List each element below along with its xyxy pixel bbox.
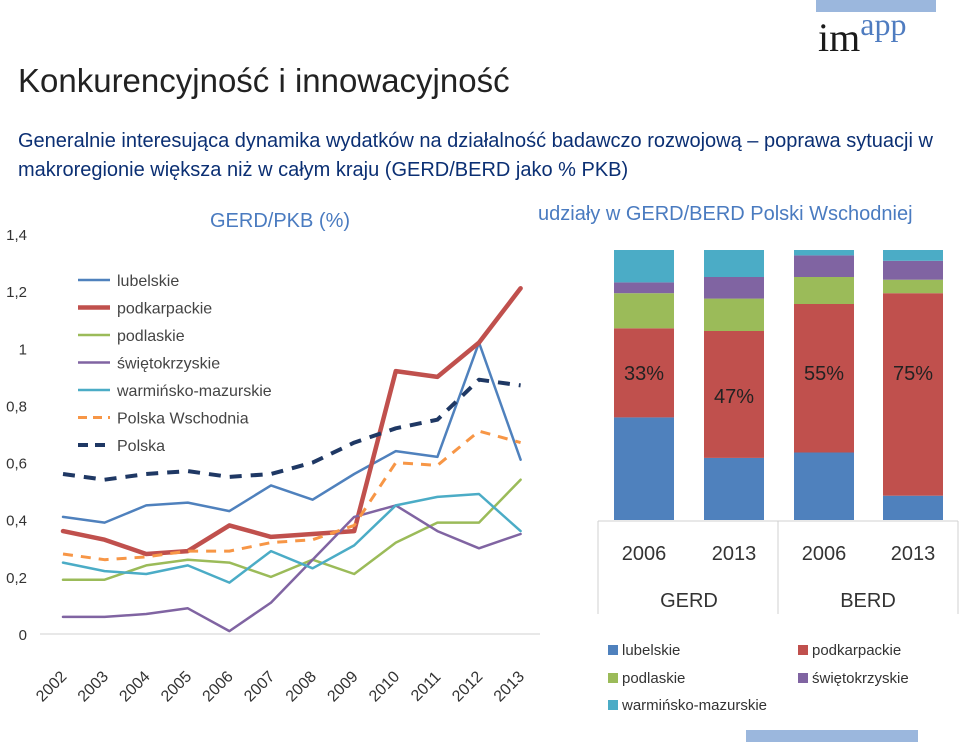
y-tick-label: 0,4 xyxy=(6,513,27,530)
legend-label-podkarpackie: podkarpackie xyxy=(117,301,212,318)
x-tick-label: 2003 xyxy=(75,668,112,705)
bar-legend-swatch-podkarpackie xyxy=(798,645,808,655)
legend-label-Polska: Polska xyxy=(117,438,165,455)
bar-group-label: GERD xyxy=(660,590,718,612)
bar-legend-label-warmińsko-mazurskie: warmińsko-mazurskie xyxy=(621,697,767,714)
bar-legend-label-świętokrzyskie: świętokrzyskie xyxy=(812,670,909,687)
y-tick-label: 1,4 xyxy=(6,227,27,244)
bar-segment-warmińsko-mazurskie xyxy=(794,250,854,256)
bar-segment-podlaskie xyxy=(704,298,764,331)
bar-segment-świętokrzyskie xyxy=(704,277,764,299)
bar-segment-podlaskie xyxy=(883,279,943,294)
bar-segment-podlaskie xyxy=(794,277,854,304)
bar-legend-swatch-lubelskie xyxy=(608,645,618,655)
line-series-świętokrzyskie xyxy=(61,504,522,633)
bar-segment-podkarpackie xyxy=(794,304,854,453)
top-accent-bar xyxy=(816,0,936,12)
x-tick-label: 2013 xyxy=(491,668,528,705)
x-tick-label: 2011 xyxy=(408,669,444,705)
bar-group-label: BERD xyxy=(840,590,896,612)
line-series-podlaskie xyxy=(61,478,522,581)
bar-data-label: 55% xyxy=(804,363,844,385)
bar-legend-label-podkarpackie: podkarpackie xyxy=(812,642,901,659)
imapp-logo: imapp xyxy=(818,6,907,60)
slide-title: Konkurencyjność i innowacyjność xyxy=(18,62,510,99)
bar-legend-label-lubelskie: lubelskie xyxy=(622,642,680,659)
bar-data-label: 47% xyxy=(714,386,754,408)
bar-category-label: 2006 xyxy=(802,543,847,565)
bar-category-label: 2013 xyxy=(712,543,757,565)
legend-label-świętokrzyskie: świętokrzyskie xyxy=(117,356,220,373)
y-tick-label: 0,2 xyxy=(6,570,27,587)
bar-legend-swatch-podlaskie xyxy=(608,673,618,683)
line-chart-title: GERD/PKB (%) xyxy=(210,210,351,232)
line-series-podkarpackie xyxy=(60,286,523,557)
legend-label-Polska Wschodnia: Polska Wschodnia xyxy=(117,411,249,428)
bar-legend-swatch-warmińsko-mazurskie xyxy=(608,700,618,710)
bar-segment-lubelskie xyxy=(614,417,674,520)
y-tick-label: 1,2 xyxy=(6,284,27,301)
bottom-accent-bar xyxy=(746,730,918,742)
slide-subtitle: Generalnie interesująca dynamika wydatkó… xyxy=(18,130,933,181)
x-tick-label: 2002 xyxy=(33,668,70,705)
bar-segment-warmińsko-mazurskie xyxy=(614,250,674,283)
bar-segment-warmińsko-mazurskie xyxy=(704,250,764,277)
line-series-Polska Wschodnia xyxy=(62,429,521,562)
line-series-lubelskie xyxy=(61,341,522,524)
bar-category-label: 2006 xyxy=(622,543,667,565)
x-tick-label: 2005 xyxy=(158,668,195,705)
x-tick-label: 2004 xyxy=(116,668,153,705)
x-tick-label: 2010 xyxy=(366,668,403,705)
x-tick-label: 2006 xyxy=(200,668,237,705)
y-tick-label: 0 xyxy=(19,627,27,644)
legend-label-lubelskie: lubelskie xyxy=(117,273,179,290)
bar-category-label: 2013 xyxy=(891,543,936,565)
bar-data-label: 75% xyxy=(893,363,933,385)
bar-segment-podkarpackie xyxy=(704,331,764,458)
bar-segment-świętokrzyskie xyxy=(883,260,943,280)
x-tick-label: 2008 xyxy=(283,668,320,705)
line-series-warmińsko-mazurskie xyxy=(61,492,522,584)
y-tick-label: 0,8 xyxy=(6,398,27,415)
bar-segment-warmińsko-mazurskie xyxy=(883,250,943,261)
legend-label-warmińsko-mazurskie: warmińsko-mazurskie xyxy=(116,383,272,400)
bar-legend-label-podlaskie: podlaskie xyxy=(622,670,685,687)
bar-segment-podkarpackie xyxy=(883,293,943,496)
bar-legend-swatch-świętokrzyskie xyxy=(798,673,808,683)
bar-segment-świętokrzyskie xyxy=(794,255,854,277)
bar-data-label: 33% xyxy=(624,363,664,385)
y-tick-label: 0,6 xyxy=(6,456,27,473)
bar-chart-title: udziały w GERD/BERD Polski Wschodniej xyxy=(538,203,913,225)
y-tick-label: 1 xyxy=(19,341,27,358)
bar-segment-lubelskie xyxy=(883,495,943,520)
legend-label-podlaskie: podlaskie xyxy=(117,328,185,345)
x-tick-label: 2012 xyxy=(449,668,486,705)
x-tick-label: 2009 xyxy=(324,668,361,705)
bar-segment-podkarpackie xyxy=(614,328,674,418)
bar-segment-lubelskie xyxy=(794,452,854,520)
bar-segment-podlaskie xyxy=(614,293,674,329)
bar-segment-lubelskie xyxy=(704,457,764,520)
bar-segment-świętokrzyskie xyxy=(614,282,674,294)
x-tick-label: 2007 xyxy=(241,668,278,705)
